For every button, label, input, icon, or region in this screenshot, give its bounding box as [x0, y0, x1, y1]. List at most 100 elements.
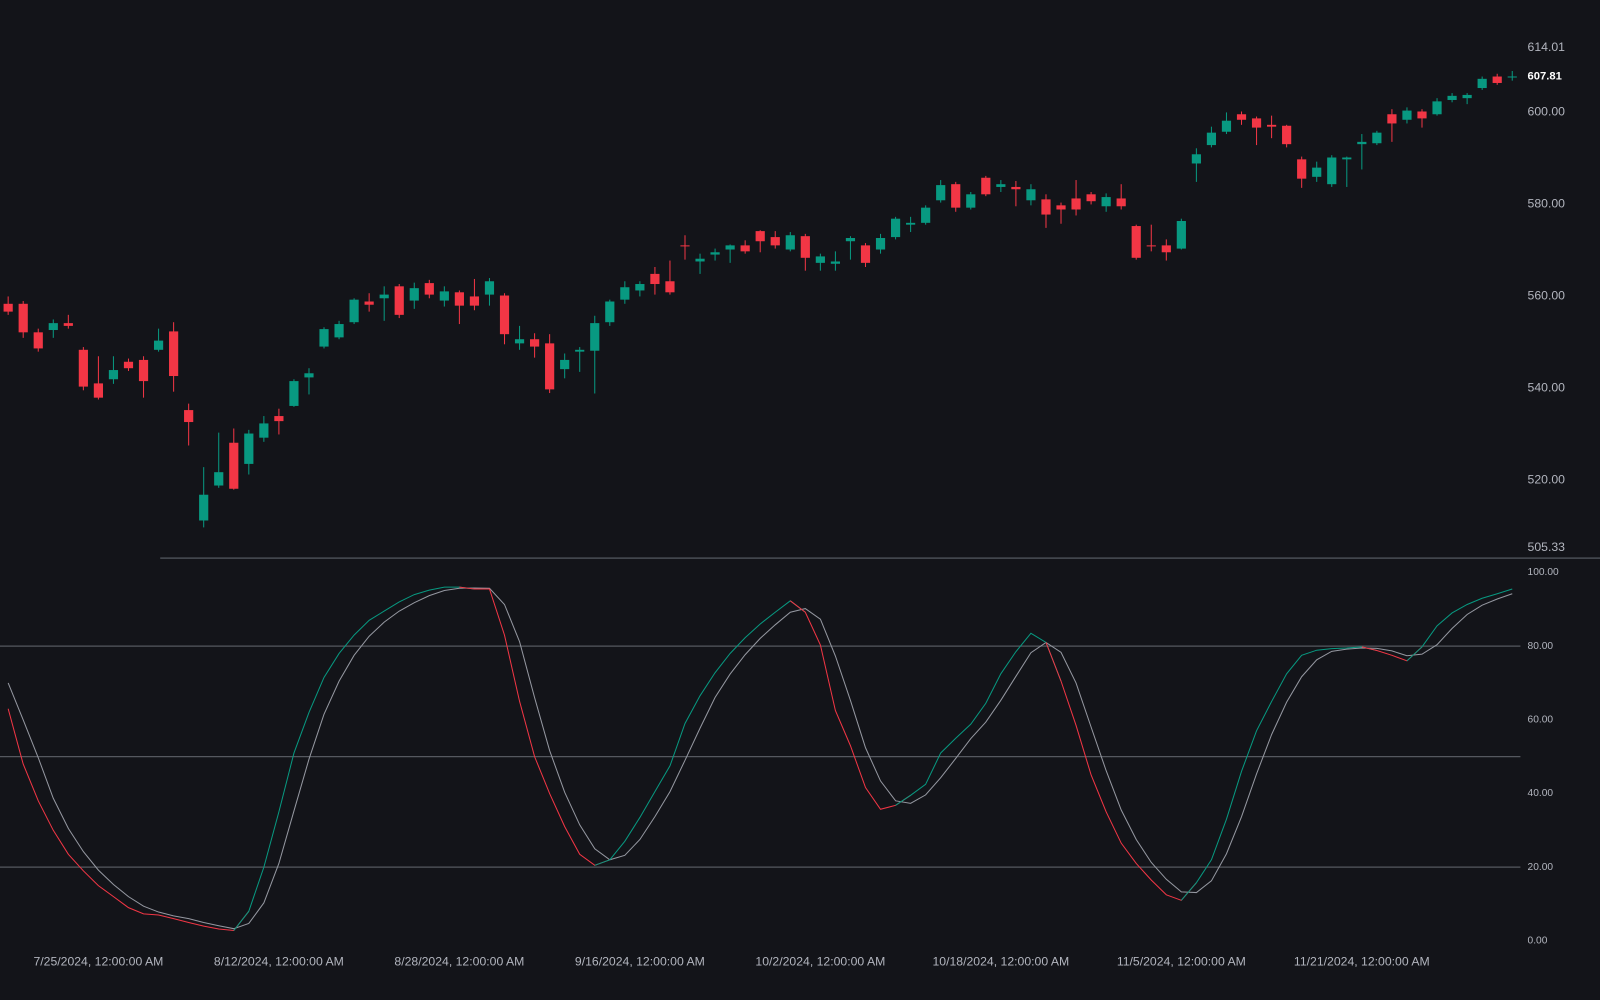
- candle-body: [439, 291, 449, 301]
- candle-body: [605, 301, 615, 323]
- last-price-label: 607.81: [1528, 70, 1562, 82]
- candle-body: [123, 361, 134, 369]
- candle-body: [1372, 132, 1382, 144]
- candle-body: [770, 237, 780, 246]
- y-tick-label: 40.00: [1528, 788, 1554, 799]
- candle-body: [800, 236, 810, 258]
- candle-body: [545, 343, 555, 390]
- x-tick-label: 11/21/2024, 12:00:00 AM: [1294, 954, 1430, 968]
- candle-body: [1267, 124, 1277, 127]
- oscillator-line: [594, 600, 806, 866]
- candle-body: [3, 303, 13, 312]
- candle-body: [650, 273, 660, 285]
- candle-body: [830, 261, 840, 264]
- candle-body: [108, 370, 119, 380]
- candle-body: [1402, 110, 1412, 120]
- candle-body: [665, 281, 675, 293]
- candle-body: [1462, 94, 1472, 99]
- oscillator-line: [7, 708, 250, 932]
- oscillator-line: [895, 632, 1062, 806]
- oscillator-line: [789, 600, 911, 810]
- x-tick-label: 9/16/2024, 12:00:00 AM: [575, 954, 705, 968]
- candle-body: [981, 177, 991, 195]
- candle-body: [48, 323, 58, 331]
- candle-body: [1297, 159, 1307, 179]
- candle-body: [996, 184, 1006, 187]
- candle-body: [1492, 76, 1502, 83]
- candle-body: [1056, 205, 1066, 210]
- candle-body: [1026, 189, 1036, 201]
- candle-body: [424, 283, 434, 295]
- candle-body: [755, 231, 765, 242]
- candle-body: [1357, 141, 1367, 145]
- candle-body: [635, 284, 645, 291]
- y-tick-label: 80.00: [1528, 641, 1554, 652]
- candle-body: [63, 323, 73, 326]
- candle-body: [695, 258, 705, 262]
- candle-body: [1417, 111, 1427, 119]
- candle-body: [274, 416, 284, 422]
- x-tick-label: 8/28/2024, 12:00:00 AM: [394, 954, 524, 968]
- y-tick-label: 0.00: [1528, 936, 1548, 947]
- candle-body: [1387, 114, 1397, 124]
- candle-body: [93, 383, 103, 398]
- y-tick-label: 600.00: [1528, 105, 1566, 119]
- y-tick-label: 100.00: [1528, 567, 1559, 578]
- candle-body: [725, 245, 735, 250]
- candle-body: [785, 235, 795, 250]
- candle-body: [1011, 186, 1021, 190]
- candle-body: [921, 207, 931, 223]
- candle-body: [860, 245, 871, 263]
- y-tick-label: 580.00: [1528, 197, 1566, 211]
- candle-body: [1282, 125, 1292, 145]
- candle-body: [244, 433, 254, 464]
- candle-body: [875, 238, 886, 250]
- candle-body: [33, 332, 43, 349]
- candle-body: [1176, 220, 1186, 249]
- candle-body: [409, 288, 419, 301]
- x-tick-label: 10/18/2024, 12:00:00 AM: [932, 954, 1069, 968]
- oscillator-line: [1180, 646, 1377, 901]
- y-tick-label: 20.00: [1528, 862, 1554, 873]
- candle-body: [1432, 101, 1442, 115]
- oscillator-line: [233, 586, 475, 931]
- candle-body: [1041, 199, 1051, 215]
- candle-body: [1507, 76, 1517, 78]
- y-tick-label: 614.01: [1528, 40, 1566, 54]
- candle-body: [349, 299, 359, 323]
- y-tick-label: 60.00: [1528, 714, 1554, 725]
- candle-body: [78, 349, 88, 387]
- candle-body: [1191, 154, 1201, 164]
- candle-body: [1071, 198, 1081, 210]
- candle-body: [469, 296, 480, 306]
- candle-body: [1101, 197, 1111, 207]
- candle-body: [1161, 245, 1171, 253]
- candle-body: [710, 252, 720, 255]
- oscillator-line: [7, 587, 1513, 930]
- y-tick-label: 540.00: [1528, 381, 1566, 395]
- candle-body: [18, 303, 28, 333]
- candle-body: [590, 323, 600, 351]
- candle-body: [499, 295, 510, 335]
- candle-body: [304, 373, 314, 378]
- candle-body: [1146, 245, 1156, 247]
- candle-body: [259, 423, 269, 438]
- candle-body: [1206, 132, 1217, 146]
- candle-body: [890, 218, 901, 238]
- candle-body: [1327, 157, 1337, 185]
- candle-body: [1312, 167, 1322, 177]
- oscillator-line: [1045, 642, 1197, 901]
- candle-body: [530, 339, 540, 347]
- candle-body: [153, 340, 164, 350]
- candle-body: [575, 349, 585, 352]
- candle-body: [138, 359, 149, 382]
- candle-body: [740, 245, 750, 252]
- candle-body: [1131, 226, 1141, 258]
- x-tick-label: 10/2/2024, 12:00:00 AM: [755, 954, 885, 968]
- candle-body: [379, 294, 389, 299]
- candle-body: [394, 286, 404, 315]
- candle-body: [1251, 118, 1262, 128]
- oscillator-line: [1406, 588, 1513, 662]
- candle-body: [1086, 194, 1096, 202]
